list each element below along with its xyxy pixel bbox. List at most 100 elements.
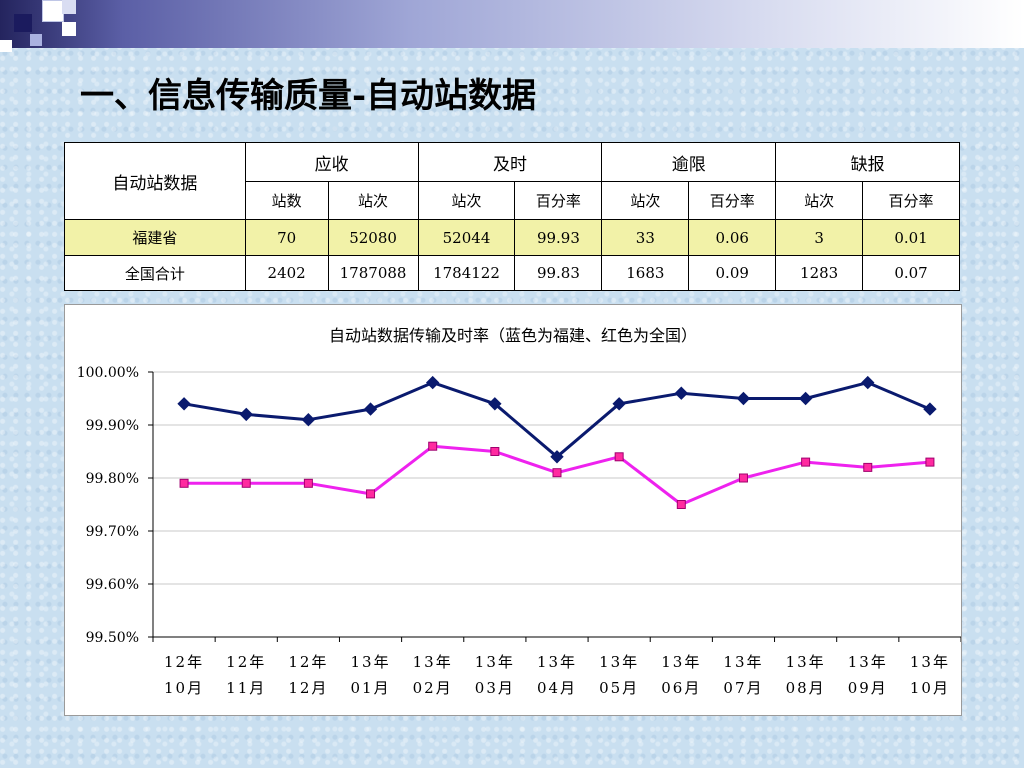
header-group-overdue: 逾限 [601,142,777,182]
table-cell: 1283 [775,255,864,291]
station-data-table: 自动站数据 应收 及时 逾限 缺报 站数 站次 站次 百分率 站次 百分率 站次… [64,142,960,291]
header-group-received: 应收 [244,142,419,182]
data-point-fujian [425,375,440,390]
subheader-cell: 站次 [601,181,690,220]
corner-square-light [0,40,12,52]
subheader-cell: 站数 [244,181,329,220]
x-tick-label-month: 05月 [599,679,639,697]
data-point-national [863,462,873,472]
chart-title: 自动站数据传输及时率（蓝色为福建、红色为全国） [329,326,697,345]
table-cell: 3 [775,219,864,256]
data-point-fujian [363,402,378,416]
data-point-fujian [550,450,564,464]
subheader-cell: 百分率 [688,181,777,220]
y-tick-label: 99.80% [86,471,139,487]
data-point-national [490,447,500,456]
data-point-fujian [301,412,316,427]
subheader-cell: 站次 [327,181,419,220]
corner-square-light [62,0,76,14]
x-tick-label-month: 01月 [350,679,390,697]
y-tick-label: 99.60% [86,577,139,593]
x-tick-label-month: 12月 [288,679,328,697]
data-point-fujian [798,391,813,406]
x-tick-label-month: 08月 [786,679,826,697]
data-point-fujian [923,402,937,416]
chart-canvas: 自动站数据传输及时率（蓝色为福建、红色为全国） 100.00% 99.90% 99.8… [77,326,961,697]
header-group-missing: 缺报 [775,142,960,182]
table-cell: 2402 [244,255,329,291]
data-point-fujian [488,397,502,411]
corner-square-light [62,22,76,36]
y-tick-label: 100.00% [77,365,139,381]
page-title: 一、信息传输质量-自动站数据 [80,76,537,116]
x-tick-label-year: 13年 [599,653,639,671]
data-point-fujian [674,386,689,400]
x-tick-label-year: 13年 [537,653,577,671]
data-point-fujian [861,375,875,390]
table-cell: 0.07 [862,255,960,291]
row-label: 全国合计 [64,255,246,291]
data-point-national [241,478,251,488]
subheader-cell: 百分率 [862,181,960,220]
data-point-national [738,473,748,483]
table-row-national: 全国合计 2402 1787088 1784122 99.83 1683 0.0… [64,255,960,291]
x-tick-label-month: 03月 [475,679,515,697]
subheader-cell: 站次 [417,181,516,220]
x-tick-label-year: 13年 [475,653,515,671]
corner-square-dark [14,14,32,32]
row-label: 福建省 [64,219,246,256]
data-point-fujian [239,407,253,422]
x-tick-label-year: 13年 [848,653,888,671]
data-point-national [552,468,562,478]
subheader-cell: 站次 [775,181,864,220]
x-tick-label-year: 12年 [164,653,204,671]
table-cell: 99.93 [514,219,603,256]
x-tick-label-month: 09月 [848,679,888,697]
data-point-national [179,478,189,488]
data-point-national [676,500,686,509]
subheader-cell: 百分率 [514,181,603,220]
y-tick-label: 99.50% [86,630,139,646]
line-chart: 自动站数据传输及时率（蓝色为福建、红色为全国） 100.00% 99.90% 99.8… [64,304,962,716]
x-tick-label-month: 10月 [164,679,204,697]
x-tick-label-year: 12年 [288,653,328,671]
data-point-fujian [612,397,626,411]
header-group-timely: 及时 [417,142,603,182]
corner-square-light [30,34,42,46]
data-point-fujian [736,391,751,406]
x-tick-label-year: 13年 [661,653,701,671]
x-tick-label-year: 13年 [413,653,453,671]
data-point-fujian [177,397,191,411]
table-row-fujian: 福建省 70 52080 52044 99.93 33 0.06 3 0.01 [64,219,960,256]
data-point-national [925,457,935,467]
table-cell: 0.06 [688,219,777,256]
x-tick-label-month: 06月 [661,679,701,697]
y-tick-label: 99.90% [86,418,139,434]
table-cell: 1683 [601,255,690,291]
table-cell: 70 [244,219,329,256]
x-tick-label-month: 04月 [537,679,577,697]
data-point-national [428,441,438,451]
data-point-national [366,489,376,499]
table-cell: 52044 [417,219,516,256]
data-point-national [614,452,624,462]
table-cell: 1784122 [417,255,516,291]
x-tick-label-year: 12年 [226,653,266,671]
x-tick-label-month: 10月 [910,679,950,697]
x-tick-label-year: 13年 [723,653,763,671]
corner-square-light [42,0,64,22]
data-point-national [801,457,811,467]
table-cell: 99.83 [514,255,603,291]
table-cell: 0.01 [862,219,960,256]
x-tick-label-year: 13年 [350,653,390,671]
table-cell: 1787088 [327,255,419,291]
x-tick-label-month: 02月 [413,679,453,697]
y-tick-label: 99.70% [86,524,139,540]
series-line-fujian [183,381,931,459]
table-corner-header: 自动站数据 [64,142,246,220]
x-tick-label-year: 13年 [786,653,826,671]
header-gradient-band [0,0,1024,48]
x-tick-label-year: 13年 [910,653,950,671]
data-point-national [303,478,313,488]
x-tick-label-month: 07月 [723,679,763,697]
